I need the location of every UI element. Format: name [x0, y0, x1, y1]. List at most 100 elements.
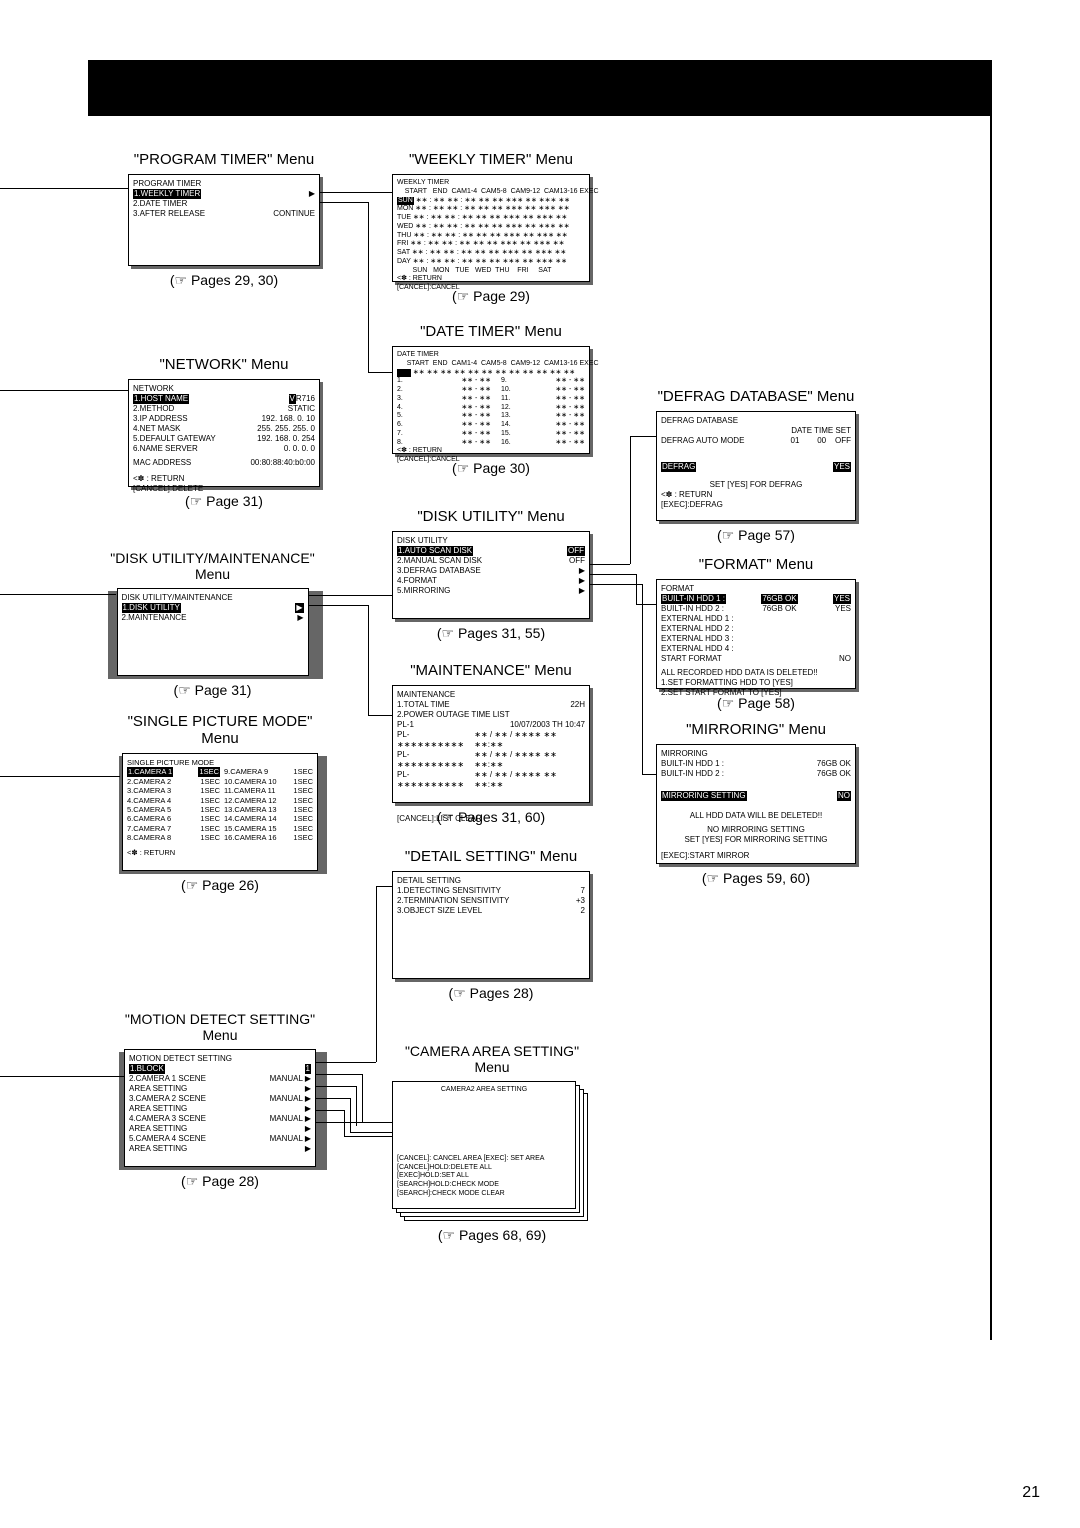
fm-r3a: EXTERNAL HDD 2 :: [661, 624, 734, 634]
wt-header: WEEKLY TIMER: [397, 179, 585, 188]
dt-ret: <✽ : RETURN: [397, 447, 585, 456]
camera-area-block: "CAMERA AREA SETTING" Menu CAMERA2 AREA …: [392, 1043, 592, 1244]
disk-utility-title: "DISK UTILITY" Menu: [392, 508, 590, 525]
du-r1b: OFF: [569, 556, 585, 566]
nw-mac-b: 00:80:88:40:b0:00: [250, 458, 315, 468]
dt-cols: START END CAM1-4 CAM5-8 CAM9-12 CAM13-16…: [397, 360, 585, 369]
format-title: "FORMAT" Menu: [656, 556, 856, 573]
wt-fri: FRI ∗∗ : ∗∗ ∗∗ : ∗∗ ∗∗ ∗∗ ∗∗∗ ∗∗ ∗∗∗ ∗∗: [397, 240, 585, 249]
mn-header: MAINTENANCE: [397, 690, 585, 700]
fm-header: FORMAT: [661, 584, 851, 594]
fm-r0b: 76GB OK: [761, 594, 797, 604]
fm-r6a: START FORMAT: [661, 654, 722, 664]
du-r2b: ▶: [579, 566, 585, 576]
dum-box: DISK UTILITY/MAINTENANCE 1.DISK UTILITY▶…: [117, 588, 309, 676]
nw-ret: <✽ : RETURN: [133, 474, 315, 484]
defrag-title: "DEFRAG DATABASE" Menu: [656, 388, 856, 405]
du-r0a: 1.AUTO SCAN DISK: [397, 546, 473, 556]
program-timer-ref: (☞ Pages 29, 30): [128, 272, 320, 289]
wt-footdays: SUN MON TUE WED THU FRI SAT: [397, 267, 585, 276]
nw-r3a: 4.NET MASK: [133, 424, 180, 434]
du-r2a: 3.DEFRAG DATABASE: [397, 566, 481, 576]
wt-mon: MON ∗∗ : ∗∗ ∗∗ : ∗∗ ∗∗ ∗∗ ∗∗∗ ∗∗ ∗∗∗ ∗∗: [397, 205, 585, 214]
fm-r1a: BUILT-IN HDD 2 :: [661, 604, 724, 614]
sp-ret: <✽ : RETURN: [127, 848, 313, 857]
single-pic-block: "SINGLE PICTURE MODE" Menu SINGLE PICTUR…: [116, 713, 324, 894]
du-r0b: OFF: [567, 546, 585, 556]
ds-header: DETAIL SETTING: [397, 876, 585, 886]
dd-dr-a: DEFRAG: [661, 462, 696, 472]
dum-r0b: ▶: [295, 603, 303, 613]
weekly-timer-box: WEEKLY TIMER START END CAM1-4 CAM5-8 CAM…: [392, 174, 590, 282]
dd-sub2b: 01 00 OFF: [786, 436, 851, 446]
wt-tue: TUE ∗∗ : ∗∗ ∗∗ : ∗∗ ∗∗ ∗∗ ∗∗∗ ∗∗ ∗∗∗ ∗∗: [397, 214, 585, 223]
weekly-timer-block: "WEEKLY TIMER" Menu WEEKLY TIMER START E…: [392, 151, 590, 305]
date-timer-block: "DATE TIMER" Menu DATE TIMER START END C…: [392, 323, 590, 477]
dd-msg: SET [YES] FOR DEFRAG: [661, 480, 851, 490]
format-block: "FORMAT" Menu FORMAT BUILT-IN HDD 1 : 76G…: [656, 556, 856, 712]
sp-box: SINGLE PICTURE MODE 1.CAMERA 11SEC 2.CAM…: [122, 753, 318, 871]
page-number: 21: [1022, 1484, 1040, 1502]
network-box: NETWORK 1.HOST NAMEVVR716R716 2.METHODST…: [128, 379, 320, 487]
detail-block: "DETAIL SETTING" Menu DETAIL SETTING 1.D…: [392, 848, 590, 1002]
du-header: DISK UTILITY: [397, 536, 585, 546]
dd-exec: [EXEC]:DEFRAG: [661, 500, 851, 510]
wt-sat: SAT ∗∗ : ∗∗ ∗∗ : ∗∗ ∗∗ ∗∗ ∗∗∗ ∗∗ ∗∗∗ ∗∗: [397, 249, 585, 258]
dd-header: DEFRAG DATABASE: [661, 416, 851, 426]
md-header: MOTION DETECT SETTING: [129, 1054, 311, 1064]
ds-ref: (☞ Pages 28): [392, 985, 590, 1002]
sp-header: SINGLE PICTURE MODE: [127, 758, 313, 767]
network-ref: (☞ Page 31): [128, 493, 320, 510]
sp-title: "SINGLE PICTURE MODE" Menu: [116, 713, 324, 747]
sp-ref: (☞ Page 26): [116, 877, 324, 894]
du-r4a: 5.MIRRORING: [397, 586, 450, 596]
dum-r1a: 2.MAINTENANCE: [122, 613, 187, 623]
dum-r1b: ▶: [297, 613, 303, 623]
maintenance-block: "MAINTENANCE" Menu MAINTENANCE 1.TOTAL T…: [392, 662, 590, 826]
program-timer-box: PROGRAM TIMER 1.WEEKLY TIMER▶ 2.DATE TIM…: [128, 174, 320, 266]
nw-r2b: 192. 168. 0. 10: [262, 414, 315, 424]
nw-r0a: 1.HOST NAME: [133, 394, 189, 404]
disk-utility-ref: (☞ Pages 31, 55): [392, 625, 590, 642]
fm-r6c: NO: [839, 654, 851, 664]
fm-r2a: EXTERNAL HDD 1 :: [661, 614, 734, 624]
fm-r5a: EXTERNAL HDD 4 :: [661, 644, 734, 654]
pt-item2: 2.DATE TIMER: [133, 199, 315, 209]
du-r3a: 4.FORMAT: [397, 576, 437, 586]
fm-r0c: YES: [833, 594, 851, 604]
nw-r1a: 2.METHOD: [133, 404, 174, 414]
program-timer-block: "PROGRAM TIMER" Menu PROGRAM TIMER 1.WEE…: [128, 151, 320, 289]
fm-r1c: YES: [835, 604, 851, 614]
md-title: "MOTION DETECT SETTING" Menu: [116, 1011, 324, 1043]
ca-box: CAMERA2 AREA SETTING [CANCEL]: CANCEL AR…: [392, 1081, 576, 1209]
fm-r0a: BUILT-IN HDD 1 :: [661, 594, 726, 604]
dd-sub1: DATE TIME SET: [661, 426, 851, 436]
weekly-timer-title: "WEEKLY TIMER" Menu: [392, 151, 590, 168]
nw-r5a: 6.NAME SERVER: [133, 444, 198, 454]
disk-utility-box: DISK UTILITY 1.AUTO SCAN DISKOFF 2.MANUA…: [392, 531, 590, 619]
defrag-block: "DEFRAG DATABASE" Menu DEFRAG DATABASE D…: [656, 388, 856, 544]
dd-ret: <✽ : RETURN: [661, 490, 851, 500]
dt-header: DATE TIMER: [397, 351, 585, 360]
fm-msg1: ALL RECORDED HDD DATA IS DELETED!!: [661, 668, 851, 678]
du-r3b: ▶: [579, 576, 585, 586]
pt-after: CONTINUE: [273, 209, 315, 219]
wt-wed: WED ∗∗ : ∗∗ ∗∗ : ∗∗ ∗∗ ∗∗ ∗∗∗ ∗∗ ∗∗∗ ∗∗: [397, 223, 585, 232]
dum-r0a: 1.DISK UTILITY: [122, 603, 181, 613]
fm-r4a: EXTERNAL HDD 3 :: [661, 634, 734, 644]
mr-title: "MIRRORING" Menu: [656, 721, 856, 738]
fm-r1b: 76GB OK: [762, 604, 796, 614]
dd-sub2a: DEFRAG AUTO MODE: [661, 436, 744, 446]
dt-cancel: [CANCEL]:CANCEL: [397, 456, 585, 465]
nw-r4b: 192. 168. 0. 254: [257, 434, 315, 444]
network-block: "NETWORK" Menu NETWORK 1.HOST NAMEVVR716…: [128, 356, 320, 510]
nw-r5b: 0. 0. 0. 0: [284, 444, 315, 454]
ca-title: "CAMERA AREA SETTING" Menu: [392, 1043, 592, 1075]
mn-cancel: [CANCEL]:LIST CLEAR: [397, 814, 585, 824]
motion-block: "MOTION DETECT SETTING" Menu MOTION DETE…: [116, 1011, 324, 1190]
dum-ref: (☞ Page 31): [105, 682, 320, 699]
mr-header: MIRRORING: [661, 749, 851, 759]
md-box: MOTION DETECT SETTING 1.BLOCK1 2.CAMERA …: [124, 1049, 316, 1167]
ds-box: DETAIL SETTING 1.DETECTING SENSITIVITY7 …: [392, 871, 590, 979]
wt-ret: <✽ : RETURN: [397, 275, 585, 284]
